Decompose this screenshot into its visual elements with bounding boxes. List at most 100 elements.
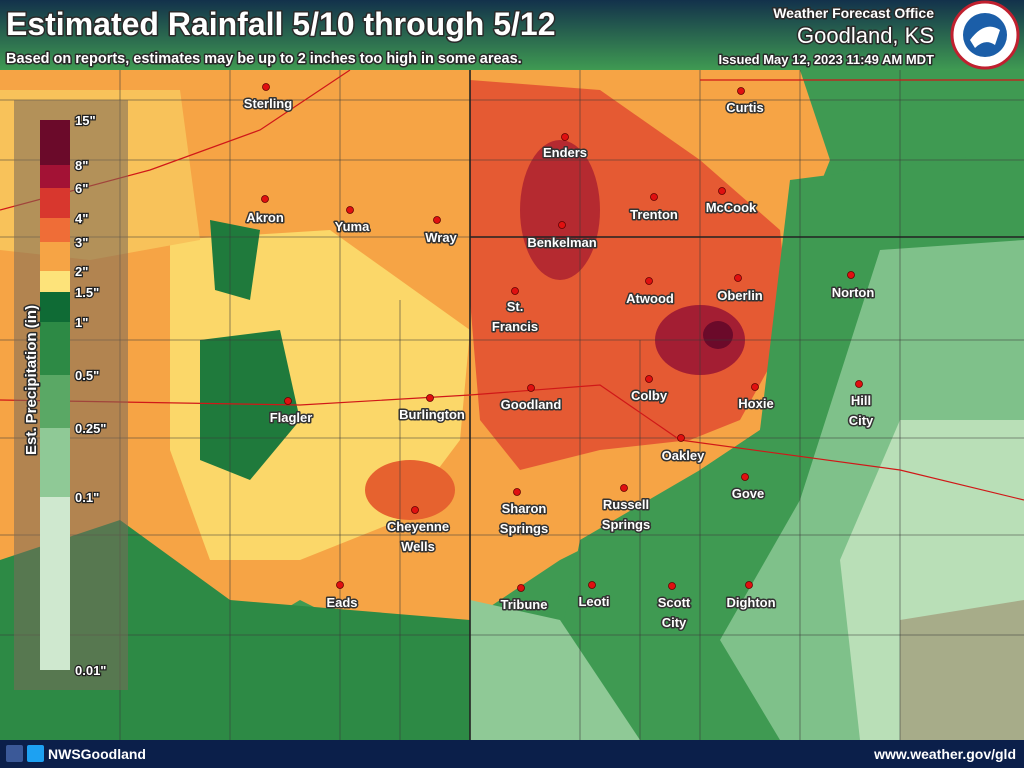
facebook-icon[interactable] <box>6 745 23 762</box>
city-dot <box>745 581 753 589</box>
city-dot <box>262 83 270 91</box>
city-dot <box>527 384 535 392</box>
city-dot <box>433 216 441 224</box>
city-dot <box>511 287 519 295</box>
city-label: Oakley <box>662 448 705 463</box>
city-label: Springs <box>500 521 548 536</box>
city-dot <box>517 584 525 592</box>
city-dot <box>645 277 653 285</box>
legend-swatch <box>40 497 70 670</box>
legend-label: 0.5" <box>75 368 99 383</box>
city-label: Hoxie <box>738 396 773 411</box>
legend-swatch <box>40 428 70 497</box>
city-dot <box>855 380 863 388</box>
title: Estimated Rainfall 5/10 through 5/12 <box>6 6 555 42</box>
city-label: St. <box>507 299 524 314</box>
city-dot <box>718 187 726 195</box>
subtitle: Based on reports, estimates may be up to… <box>6 51 522 67</box>
twitter-icon[interactable] <box>27 745 44 762</box>
legend-label: 15" <box>75 113 96 128</box>
city-dot <box>668 582 676 590</box>
city-label: Wells <box>401 539 435 554</box>
city-dot <box>513 488 521 496</box>
city-dot <box>426 394 434 402</box>
city-dot <box>650 193 658 201</box>
city-dot <box>645 375 653 383</box>
city-label: Flagler <box>270 410 313 425</box>
city-label: Russell <box>603 497 649 512</box>
city-label: Norton <box>832 285 875 300</box>
legend-swatch <box>40 165 70 188</box>
legend-label: 0.25" <box>75 421 106 436</box>
city-label: Colby <box>631 388 668 403</box>
legend-swatch <box>40 375 70 428</box>
social-handle[interactable]: NWSGoodland <box>48 746 146 762</box>
city-label: Cheyenne <box>387 519 449 534</box>
city-dot <box>751 383 759 391</box>
city-label: Eads <box>326 595 357 610</box>
city-dot <box>346 206 354 214</box>
legend-label: 8" <box>75 158 88 173</box>
green-field <box>210 220 260 300</box>
red-field <box>365 460 455 520</box>
city-dot <box>284 397 292 405</box>
city-label: Benkelman <box>527 235 596 250</box>
city-label: Hill <box>851 393 871 408</box>
city-label: Yuma <box>335 219 370 234</box>
city-label: Tribune <box>501 597 548 612</box>
legend-swatch <box>40 188 70 218</box>
city-dot <box>411 506 419 514</box>
legend-swatch <box>40 120 70 165</box>
city-label: Enders <box>543 145 587 160</box>
legend-label: 1" <box>75 315 88 330</box>
legend-label: 4" <box>75 211 88 226</box>
city-label: Oberlin <box>717 288 763 303</box>
legend: 15" 8" 6" 4" 3" 2" 1.5" 1" 0.5" 0.25" 0.1" 0.01" <box>40 112 108 679</box>
city-label: Francis <box>492 319 538 334</box>
city-dot <box>734 274 742 282</box>
legend-panel <box>14 100 128 690</box>
city-label: Scott <box>658 595 691 610</box>
legend-swatch <box>40 292 70 322</box>
city-label: Burlington <box>399 407 465 422</box>
legend-swatch <box>40 271 70 292</box>
city-dot <box>847 271 855 279</box>
city-label: Curtis <box>726 100 764 115</box>
office: Weather Forecast Office <box>773 5 934 21</box>
city-dot <box>558 221 566 229</box>
legend-swatch <box>40 322 70 375</box>
legend-label: 3" <box>75 235 88 250</box>
city-dot <box>336 581 344 589</box>
city-label: Trenton <box>630 207 678 222</box>
city-dot <box>677 434 685 442</box>
terrain-field <box>900 600 1024 740</box>
city-label: City <box>849 413 874 428</box>
footer-bar <box>0 740 1024 768</box>
city-label: Atwood <box>626 291 674 306</box>
city-dot <box>561 133 569 141</box>
city-dot <box>588 581 596 589</box>
legend-title: Est. Precipitation (in) <box>23 305 40 455</box>
legend-label: 0.01" <box>75 663 106 678</box>
city-label: City <box>662 615 687 630</box>
city-label: Leoti <box>578 594 609 609</box>
heavy-core <box>520 140 600 280</box>
legend-swatch <box>40 218 70 242</box>
green-field <box>200 330 300 480</box>
location: Goodland, KS <box>797 23 934 48</box>
city-label: McCook <box>706 200 757 215</box>
legend-label: 0.1" <box>75 490 99 505</box>
city-label: Wray <box>425 230 457 245</box>
city-label: Sharon <box>502 501 547 516</box>
city-label: Goodland <box>501 397 562 412</box>
nws-logo <box>950 0 1020 70</box>
city-dot <box>261 195 269 203</box>
legend-label: 1.5" <box>75 285 99 300</box>
city-dot <box>620 484 628 492</box>
city-dot <box>741 473 749 481</box>
city-label: Dighton <box>726 595 775 610</box>
website[interactable]: www.weather.gov/gld <box>873 746 1016 762</box>
legend-label: 6" <box>75 181 88 196</box>
city-label: Akron <box>246 210 284 225</box>
